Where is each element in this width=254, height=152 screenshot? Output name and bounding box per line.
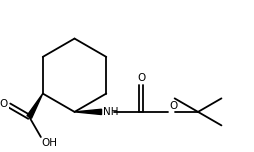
Text: OH: OH — [42, 138, 58, 148]
Text: NH: NH — [103, 107, 118, 117]
Text: O: O — [0, 99, 7, 109]
Polygon shape — [74, 109, 102, 115]
Text: O: O — [137, 73, 145, 83]
Text: O: O — [169, 101, 177, 111]
Polygon shape — [27, 93, 43, 118]
